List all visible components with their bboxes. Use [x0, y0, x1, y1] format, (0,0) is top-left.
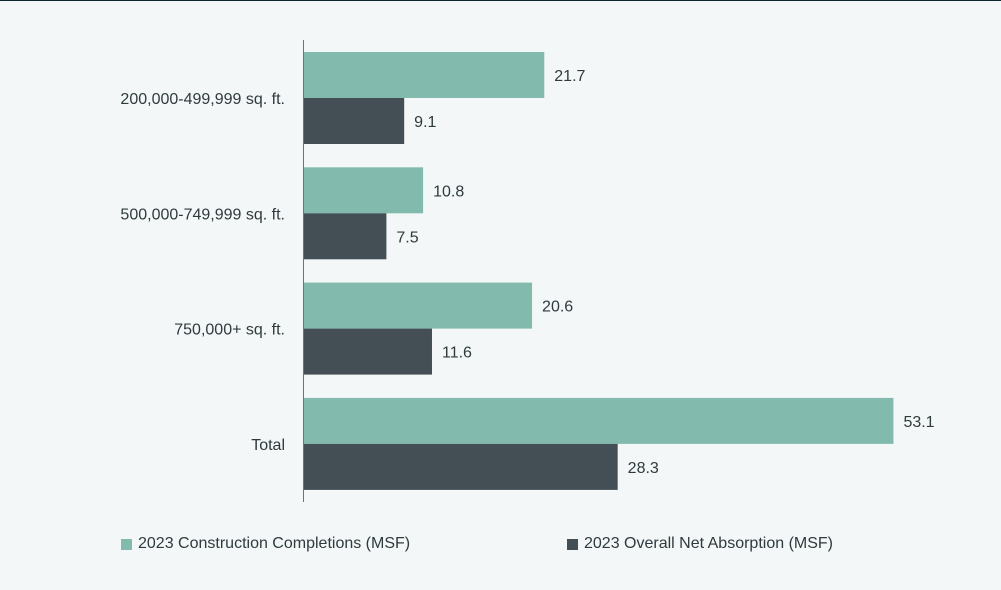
category-label-750-000-sq-ft: 750,000+ sq. ft.: [174, 322, 285, 339]
value-label-absorption-total: 28.3: [628, 460, 659, 477]
value-label-completions-500-000-749-999-sq-ft: 10.8: [433, 183, 464, 200]
value-label-absorption-500-000-749-999-sq-ft: 7.5: [396, 229, 418, 246]
value-label-completions-750-000-sq-ft: 20.6: [542, 299, 573, 316]
bar-absorption-200-000-499-999-sq-ft: [303, 98, 405, 144]
bar-completions-total: [303, 397, 894, 444]
bar-completions-750-000-sq-ft: [303, 282, 533, 329]
value-label-absorption-200-000-499-999-sq-ft: 9.1: [414, 114, 436, 131]
category-label-500-000-749-999-sq-ft: 500,000-749,999 sq. ft.: [120, 206, 285, 223]
category-label-200-000-499-999-sq-ft: 200,000-499,999 sq. ft.: [120, 91, 285, 108]
category-label-total: Total: [251, 437, 285, 454]
legend-swatch-construction-completions: [121, 538, 132, 550]
value-label-completions-200-000-499-999-sq-ft: 21.7: [554, 68, 585, 85]
bar-absorption-750-000-sq-ft: [303, 328, 432, 375]
bar-absorption-total: [303, 443, 618, 490]
value-label-completions-total: 53.1: [903, 414, 934, 431]
bar-chart: 200,000-499,999 sq. ft. 21.7 9.1 500,000-74…: [120, 40, 935, 502]
legend-label-net-absorption: 2023 Overall Net Absorption (MSF): [584, 535, 833, 552]
legend-item-net-absorption: 2023 Overall Net Absorption (MSF): [567, 535, 833, 553]
legend-swatch-net-absorption: [567, 538, 578, 550]
top-border: [0, 0, 1001, 1]
bar-completions-500-000-749-999-sq-ft: [303, 167, 424, 214]
value-label-absorption-750-000-sq-ft: 11.6: [442, 345, 472, 362]
bar-absorption-500-000-749-999-sq-ft: [303, 213, 387, 260]
legend: 2023 Construction Completions (MSF) 2023…: [0, 535, 1001, 559]
legend-item-construction-completions: 2023 Construction Completions (MSF): [121, 535, 410, 553]
bar-completions-200-000-499-999-sq-ft: [303, 52, 545, 98]
legend-label-construction-completions: 2023 Construction Completions (MSF): [138, 535, 411, 552]
